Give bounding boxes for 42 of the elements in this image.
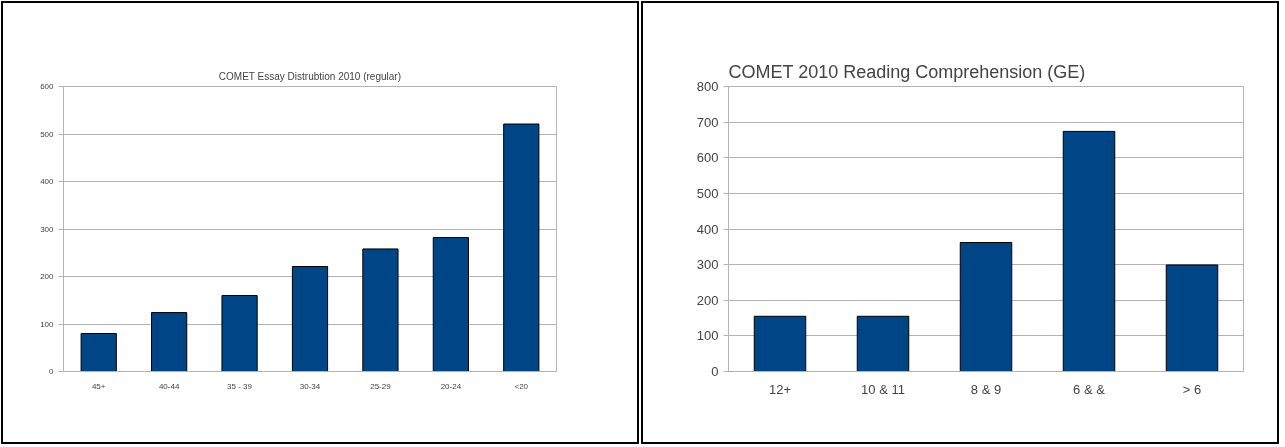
- y-tick-label: 400: [40, 177, 55, 186]
- x-tick-label: 10 & 11: [861, 381, 905, 397]
- x-tick-label: 8 & 9: [970, 381, 1002, 397]
- y-tick-label: 0: [49, 367, 55, 376]
- chart-title: COMET Essay Distrubtion 2010 (regular): [218, 70, 401, 82]
- y-tick-label: 0: [711, 364, 719, 379]
- x-tick-label: <20: [514, 381, 529, 391]
- x-tick-label: 6 & &: [1073, 381, 1106, 397]
- y-tick-label: 500: [696, 185, 719, 201]
- x-tick-label: > 6: [1182, 381, 1202, 397]
- x-tick-label: 25-29: [370, 381, 392, 391]
- bar: [503, 123, 540, 372]
- bar: [362, 248, 399, 372]
- y-tick-label: 100: [40, 319, 55, 329]
- x-tick-label: 45+: [91, 381, 106, 391]
- y-tick-label: 100: [696, 328, 719, 344]
- bar: [291, 266, 329, 372]
- y-tick-label: 300: [40, 224, 55, 234]
- y-tick-label: 600: [40, 82, 55, 91]
- y-tick-label: 700: [696, 114, 719, 130]
- y-tick-label: 800: [696, 79, 719, 94]
- x-tick-label: 30-34: [299, 381, 321, 391]
- y-tick-label: 200: [40, 272, 55, 281]
- bar: [80, 333, 117, 372]
- y-tick-label: 200: [696, 292, 719, 308]
- bar: [753, 315, 807, 372]
- x-tick-label: 12+: [768, 381, 792, 397]
- x-tick-label: 40-44: [158, 381, 180, 391]
- x-tick-label: 35 - 39: [227, 381, 253, 391]
- bar: [959, 242, 1013, 372]
- bar: [1062, 130, 1116, 372]
- bar: [221, 295, 258, 372]
- bar: [856, 315, 910, 372]
- y-tick-label: 300: [696, 257, 719, 273]
- y-tick-label: 600: [696, 150, 719, 166]
- x-tick-label: 20-24: [440, 381, 462, 391]
- chart-title: COMET 2010 Reading Comprehension (GE): [728, 61, 1086, 82]
- bar: [1165, 264, 1219, 372]
- y-tick-label: 400: [696, 221, 719, 237]
- bar: [432, 237, 469, 372]
- bar: [151, 312, 188, 372]
- y-tick-label: 500: [40, 129, 55, 139]
